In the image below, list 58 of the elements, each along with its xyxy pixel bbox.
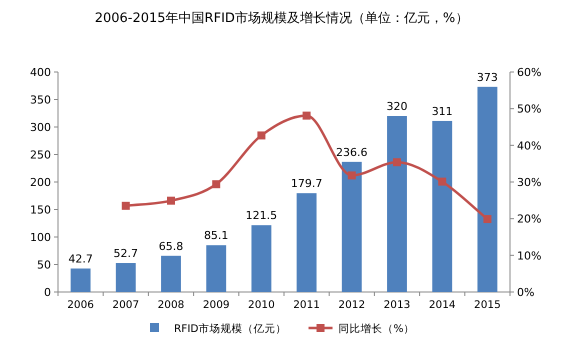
data-label: 65.8 [158,240,184,253]
y2-tick-label: 30% [517,176,542,189]
data-label: 42.7 [68,252,93,266]
x-tick-label: 2011 [293,299,320,311]
bar [387,116,407,292]
point [393,158,401,166]
x-tick-label: 2008 [158,299,184,311]
y-tick-label: 350 [30,94,51,106]
y-tick-label: 50 [37,258,51,272]
bar [70,268,91,292]
x-tick-label: 2015 [474,299,501,311]
data-label: 236.6 [336,146,368,159]
point [122,202,130,210]
y2-tick-label: 60% [517,66,542,79]
x-tick-label: 2012 [338,299,366,311]
x-tick-label: 2009 [202,299,230,311]
data-label: 85.1 [204,229,228,242]
point [302,112,311,120]
y-tick-label: 100 [30,231,51,244]
legend-label: 同比增长（%） [338,322,415,335]
y2-tick-label: 40% [517,139,542,152]
bar [296,193,317,292]
bar [206,245,226,292]
y2-tick-label: 20% [517,212,542,226]
data-label: 311 [432,104,453,118]
point [212,180,220,188]
bar [432,120,452,292]
y-tick-label: 300 [30,121,51,134]
y2-tick-label: 10% [517,249,542,262]
bar [251,225,272,292]
bar [161,256,181,292]
y-tick-label: 250 [30,148,51,162]
bar [477,86,498,292]
point [348,171,356,180]
point [483,215,492,224]
y-tick-label: 400 [30,66,51,79]
x-tick-label: 2006 [67,299,94,311]
y2-tick-label: 50% [517,102,542,116]
data-label: 121.5 [246,209,278,222]
x-tick-label: 2013 [384,299,410,311]
x-tick-label: 2014 [428,299,456,311]
data-label: 320 [386,100,408,113]
point [257,131,266,140]
data-label: 373 [476,70,498,84]
y-tick-label: 0 [44,286,51,299]
y-tick-label: 200 [30,176,51,189]
point [438,178,446,186]
data-label: 52.7 [114,247,138,260]
legend-label: RFID市场规模（亿元） [174,322,287,335]
y-tick-label: 150 [30,204,51,216]
bar [116,263,136,292]
data-label: 179.7 [290,177,322,190]
x-tick-label: 2010 [248,299,275,311]
bar [342,162,362,292]
y2-tick-label: 0% [517,286,534,299]
chart-title: 2006-2015年中国RFID市场规模及增长情况（单位：亿元，%） [94,11,468,26]
x-tick-label: 2007 [112,299,140,311]
point [167,196,175,205]
